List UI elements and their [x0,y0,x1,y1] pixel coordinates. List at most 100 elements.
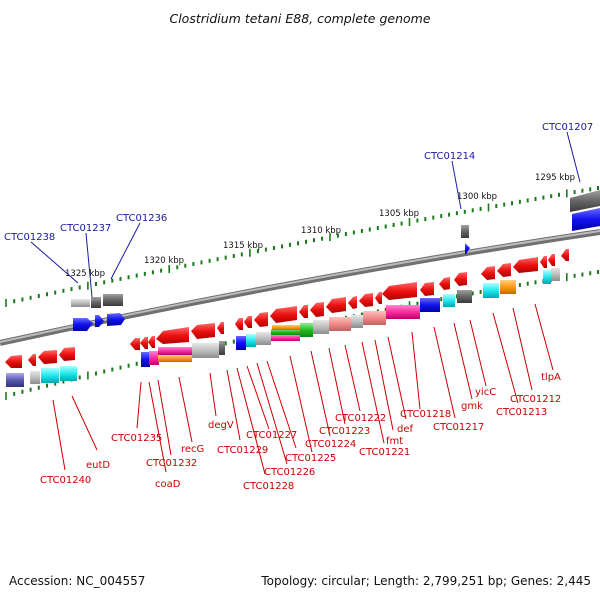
gene-label-fmt[interactable]: fmt [386,436,403,447]
gene-label-CTC01224[interactable]: CTC01224 [305,439,356,450]
gene-CTC01236-dark[interactable] [103,294,123,306]
gene-rev-18[interactable] [348,296,357,309]
gene-coaD-pink[interactable] [149,351,159,365]
gene-label-gmk[interactable]: gmk [461,401,483,412]
gene-rev-16[interactable] [310,302,324,317]
gene-gmk-dark[interactable] [457,290,472,303]
gene-label-CTC01217[interactable]: CTC01217 [433,422,484,433]
gene-eutD-cyan[interactable] [41,368,59,383]
gene-rev-14[interactable] [270,306,297,323]
gene-rev-8[interactable] [156,327,189,344]
gene-rev-28[interactable] [540,256,547,268]
gene-CTC01232-pink[interactable] [158,347,192,355]
gene-recG-dark[interactable] [219,341,225,355]
gene-CTC01235-blue[interactable] [141,352,150,367]
gene-label-CTC01214[interactable]: CTC01214 [424,151,475,162]
gene-rev-21[interactable] [382,282,417,300]
gene-rev-11[interactable] [235,318,243,330]
gene-recG-grey[interactable] [192,343,219,358]
gene-def-pink[interactable] [386,305,420,319]
gene-label-CTC01223[interactable]: CTC01223 [319,426,370,437]
gene-rev-17[interactable] [326,297,346,313]
gene-label-CTC01213[interactable]: CTC01213 [496,407,547,418]
gene-rev-20[interactable] [375,292,382,304]
gene-CTC01225-green[interactable] [300,323,313,337]
gene-label-CTC01207[interactable]: CTC01207 [542,122,593,133]
gene-CTC01229-blue[interactable] [236,336,246,350]
gene-CTC01213-orange[interactable] [500,280,516,294]
gene-label-def[interactable]: def [397,424,414,435]
gene-rev-4[interactable] [59,347,75,361]
gene-label-CTC01232[interactable]: CTC01232 [146,458,197,469]
gene-CTC01224-grey[interactable] [313,320,329,334]
gene-CTC01240-purple[interactable] [6,373,24,387]
gene-CTC01218-blue[interactable] [420,298,440,312]
gene-CTC01207-dark[interactable] [570,190,600,212]
gene-label-CTC01228[interactable]: CTC01228 [243,481,294,492]
gene-label-CTC01226[interactable]: CTC01226 [264,467,315,478]
gene-label-CTC01240[interactable]: CTC01240 [40,475,91,486]
gene-forward-blue-2[interactable] [95,315,104,327]
gene-rev-12[interactable] [244,316,252,328]
gene-rev-9[interactable] [191,323,215,339]
gene-CTC01221-salmon[interactable] [363,311,386,325]
gene-CTC01226-orange[interactable] [272,325,300,330]
gene-label-CTC01222[interactable]: CTC01222 [335,413,386,424]
gene-CTC01226-green[interactable] [271,329,300,335]
gene-label-CTC01227[interactable]: CTC01227 [246,430,297,441]
gene-CTC01227-grey[interactable] [256,332,271,345]
gene-forward-blue-3[interactable] [107,313,125,326]
gene-rev-22[interactable] [420,282,434,296]
gene-rev-30[interactable] [561,249,569,261]
gene-rev-7[interactable] [148,336,155,348]
gene-CTC01232-orange[interactable] [158,355,192,362]
gene-eutD-grey[interactable] [30,371,40,384]
scale-label-1320: 1320 kbp [144,256,184,266]
gene-label-CTC01238[interactable]: CTC01238 [4,232,55,243]
gene-CTC01226-pink[interactable] [271,335,300,341]
gene-rev-2[interactable] [28,354,36,366]
gene-label-CTC01236[interactable]: CTC01236 [116,213,167,224]
gene-label-CTC01218[interactable]: CTC01218 [400,409,451,420]
gene-label-CTC01235[interactable]: CTC01235 [111,433,162,444]
gene-label-coaD[interactable]: coaD [155,479,181,490]
gene-CTC01222-grey[interactable] [351,315,363,328]
gene-label-tlpA[interactable]: tlpA [541,372,561,383]
gene-label-CTC01229[interactable]: CTC01229 [217,445,268,456]
gene-CTC01223-salmon[interactable] [329,317,351,331]
gene-CTC01237-dark[interactable] [91,297,101,308]
gene-CTC01238-grey[interactable] [71,299,90,307]
gene-label-yicC[interactable]: yicC [475,387,496,398]
gene-rev-6[interactable] [140,337,148,349]
gene-CTC01212-cyan[interactable] [543,270,551,284]
gene-tlpA-grey[interactable] [551,268,560,281]
gene-label-recG[interactable]: recG [181,444,204,455]
gene-rev-10[interactable] [217,322,224,334]
gene-rev-27[interactable] [513,257,538,273]
gene-rev-13[interactable] [254,312,268,327]
gene-label-CTC01212[interactable]: CTC01212 [510,394,561,405]
gene-rev-25[interactable] [481,266,495,280]
gene-CTC01214-arrow[interactable] [465,243,470,254]
gene-cyan-b[interactable] [60,366,77,381]
gene-label-CTC01221[interactable]: CTC01221 [359,447,410,458]
gene-rev-1[interactable] [5,355,22,368]
gene-rev-23[interactable] [439,277,450,290]
gene-label-degV[interactable]: degV [208,420,234,431]
gene-rev-5[interactable] [130,338,140,350]
gene-CTC01214-dark[interactable] [461,225,469,238]
gene-rev-29[interactable] [548,254,555,266]
gene-rev-24[interactable] [454,272,467,286]
gene-rev-19[interactable] [359,293,373,307]
gene-forward-blue-1[interactable] [73,318,93,331]
gene-rev-3[interactable] [38,350,57,364]
gene-label-eutD[interactable]: eutD [86,460,110,471]
gene-label-CTC01237[interactable]: CTC01237 [60,223,111,234]
gene-label-CTC01225[interactable]: CTC01225 [285,453,336,464]
gene-CTC01217-cyan[interactable] [443,294,455,307]
gene-rev-15[interactable] [299,305,308,318]
gene-rev-26[interactable] [497,263,511,277]
gene-yicC-cyan[interactable] [483,283,499,298]
gene-CTC01207-blue[interactable] [572,208,600,231]
gene-CTC01228-cyan[interactable] [246,334,256,347]
